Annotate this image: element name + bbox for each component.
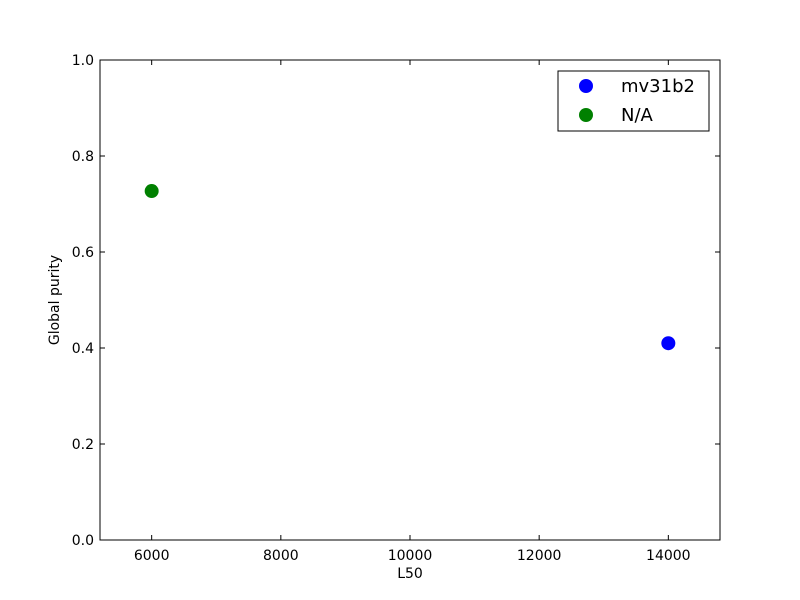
legend: mv31b2 N/A bbox=[557, 70, 710, 132]
x-tick-label: 12000 bbox=[517, 548, 562, 564]
y-tick-label: 0.0 bbox=[72, 533, 94, 549]
x-tick-label: 6000 bbox=[134, 548, 170, 564]
y-axis-label: Global purity bbox=[47, 255, 63, 345]
x-tick-label: 14000 bbox=[646, 548, 691, 564]
y-tick-label: 0.2 bbox=[72, 437, 94, 453]
y-tick-label: 0.6 bbox=[72, 245, 94, 261]
x-tick-label: 10000 bbox=[388, 548, 433, 564]
y-tick-label: 1.0 bbox=[72, 53, 94, 69]
x-tick-label: 8000 bbox=[263, 548, 299, 564]
tick-labels: 6000 8000 10000 12000 14000 0.0 0.2 0.4 0.6 0.8 1.… bbox=[72, 53, 691, 564]
legend-marker-mv31b2 bbox=[579, 79, 593, 93]
legend-marker-na bbox=[579, 108, 593, 122]
point-na bbox=[144, 184, 159, 199]
y-tick-label: 0.4 bbox=[72, 341, 94, 357]
plot-frame bbox=[99, 59, 721, 541]
plot-area bbox=[100, 60, 720, 540]
point-mv31b2 bbox=[661, 336, 676, 351]
legend-label-na: N/A bbox=[621, 105, 654, 126]
legend-label-mv31b2: mv31b2 bbox=[621, 76, 695, 97]
y-tick-label: 0.8 bbox=[72, 149, 94, 165]
data-points bbox=[144, 184, 676, 351]
x-axis-label: L50 bbox=[397, 566, 423, 582]
